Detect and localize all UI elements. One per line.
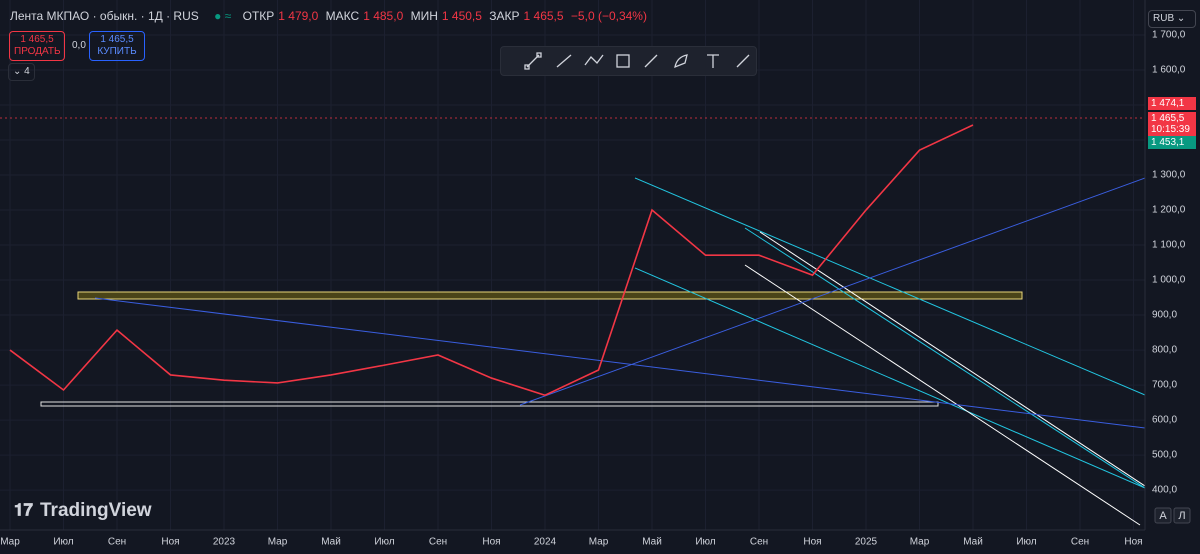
ohlc-label: МИН	[410, 9, 438, 23]
ohlc-label: ОТКР	[242, 9, 275, 23]
x-tick-label: Ноя	[161, 537, 179, 548]
trend-line	[519, 177, 1146, 406]
y-tick-label: 1 100,0	[1152, 240, 1186, 251]
sell-label: ПРОДАТЬ	[14, 46, 61, 57]
ohlc-label: ЗАКР	[489, 9, 520, 23]
x-tick-label: Май	[963, 537, 983, 548]
y-tick-label: 700,0	[1152, 380, 1177, 391]
symbol[interactable]: Лента МКПАО · обыкн. · 1Д · RUS	[10, 9, 199, 23]
x-tick-label: Май	[642, 537, 662, 548]
tool-icon[interactable]	[524, 52, 542, 70]
legend-header: Лента МКПАО · обыкн. · 1Д · RUS ● ≈ ОТКР…	[10, 9, 651, 23]
drawing-toolbar	[500, 46, 757, 76]
trend-line	[634, 267, 1146, 489]
x-tick-label: Сен	[750, 537, 768, 548]
ohlc-label: МАКС	[325, 9, 360, 23]
trend-line	[759, 231, 1146, 487]
tool-icon[interactable]	[707, 54, 719, 68]
x-tick-label: Сен	[1071, 537, 1089, 548]
price-line	[9, 124, 974, 397]
y-tick-label: 1 700,0	[1152, 30, 1186, 41]
scale-button[interactable]	[1173, 507, 1191, 524]
x-tick-label: 2024	[534, 537, 557, 548]
tool-icon[interactable]	[644, 54, 658, 68]
x-tick-label: Сен	[108, 537, 126, 548]
buy-price: 1 465,5	[100, 34, 134, 45]
x-tick-label: Ноя	[803, 537, 821, 548]
y-tick-label: 500,0	[1152, 450, 1177, 461]
brand: TradingView	[40, 500, 152, 521]
spread: 0,0	[72, 40, 86, 51]
change: −5,0 (−0,34%)	[570, 9, 647, 23]
x-tick-label: 2023	[213, 537, 236, 548]
y-tick-label: 600,0	[1152, 415, 1177, 426]
x-tick-label: Мар	[268, 537, 288, 548]
y-tick-label: 1 600,0	[1152, 65, 1186, 76]
x-tick-label: Май	[321, 537, 341, 548]
ohlc-value: 1 465,5	[523, 9, 564, 23]
scale-button[interactable]	[1154, 507, 1172, 524]
y-tick-label: 1 200,0	[1152, 205, 1186, 216]
y-tick-label: 800,0	[1152, 345, 1177, 356]
tool-icon[interactable]	[556, 54, 572, 68]
ohlc-value: 1 479,0	[278, 9, 319, 23]
last-price: 1 465,5	[1151, 113, 1185, 124]
x-tick-label: 2025	[855, 537, 878, 548]
y-tick-label: 1 300,0	[1152, 170, 1186, 181]
buy-button[interactable]: 1 465,5 КУПИТЬ	[89, 31, 145, 61]
scale-button-label[interactable]: Л	[1178, 510, 1185, 522]
x-tick-label: Июл	[695, 537, 715, 548]
indicators-count: 4	[24, 66, 30, 77]
price-tag-high: 1 474,1	[1148, 97, 1196, 110]
x-tick-label: Сен	[429, 537, 447, 548]
tool-icon[interactable]	[616, 54, 630, 68]
x-tick-label: Июл	[1016, 537, 1036, 548]
ohlc-value: 1 450,5	[441, 9, 482, 23]
toolbar-icons	[524, 52, 750, 70]
y-tick-label: 400,0	[1152, 485, 1177, 496]
brand-logo: 𝟏𝟕	[14, 500, 33, 519]
status: ● ≈	[214, 9, 232, 23]
countdown: 10:15:39	[1151, 124, 1190, 135]
x-tick-label: Июл	[53, 537, 73, 548]
sell-price: 1 465,5	[20, 34, 54, 45]
x-tick-label: Ноя	[482, 537, 500, 548]
x-tick-label: Мар	[589, 537, 609, 548]
x-tick-label: Июл	[374, 537, 394, 548]
trend-line	[634, 177, 1146, 396]
currency[interactable]: RUB ⌄	[1148, 10, 1196, 28]
sell-button[interactable]: 1 465,5 ПРОДАТЬ	[9, 31, 65, 61]
trend-line	[94, 297, 1146, 429]
x-tick-label: Мар	[910, 537, 930, 548]
x-tick-label: Ноя	[1124, 537, 1142, 548]
ohlc-value: 1 485,0	[363, 9, 404, 23]
scale-button-label[interactable]: A	[1159, 510, 1167, 522]
currency-label: RUB	[1153, 13, 1175, 24]
grid	[0, 0, 1145, 530]
zone-rect	[77, 291, 1023, 300]
x-tick-label: Мар	[0, 537, 20, 548]
indicators-toggle[interactable]: ⌄ 4	[8, 63, 35, 81]
y-tick-label: 900,0	[1152, 310, 1177, 321]
tool-icon[interactable]	[584, 54, 604, 66]
price-tag-last: 1 465,5 10:15:39	[1148, 112, 1196, 136]
tool-icon[interactable]	[736, 54, 750, 68]
trend-line	[744, 227, 1146, 489]
y-tick-label: 1 000,0	[1152, 275, 1186, 286]
zone-rect	[40, 401, 939, 407]
trend-line	[744, 264, 1141, 526]
tool-icon[interactable]	[674, 54, 688, 69]
buy-label: КУПИТЬ	[97, 46, 137, 57]
price-tag-low: 1 453,1	[1148, 136, 1196, 149]
